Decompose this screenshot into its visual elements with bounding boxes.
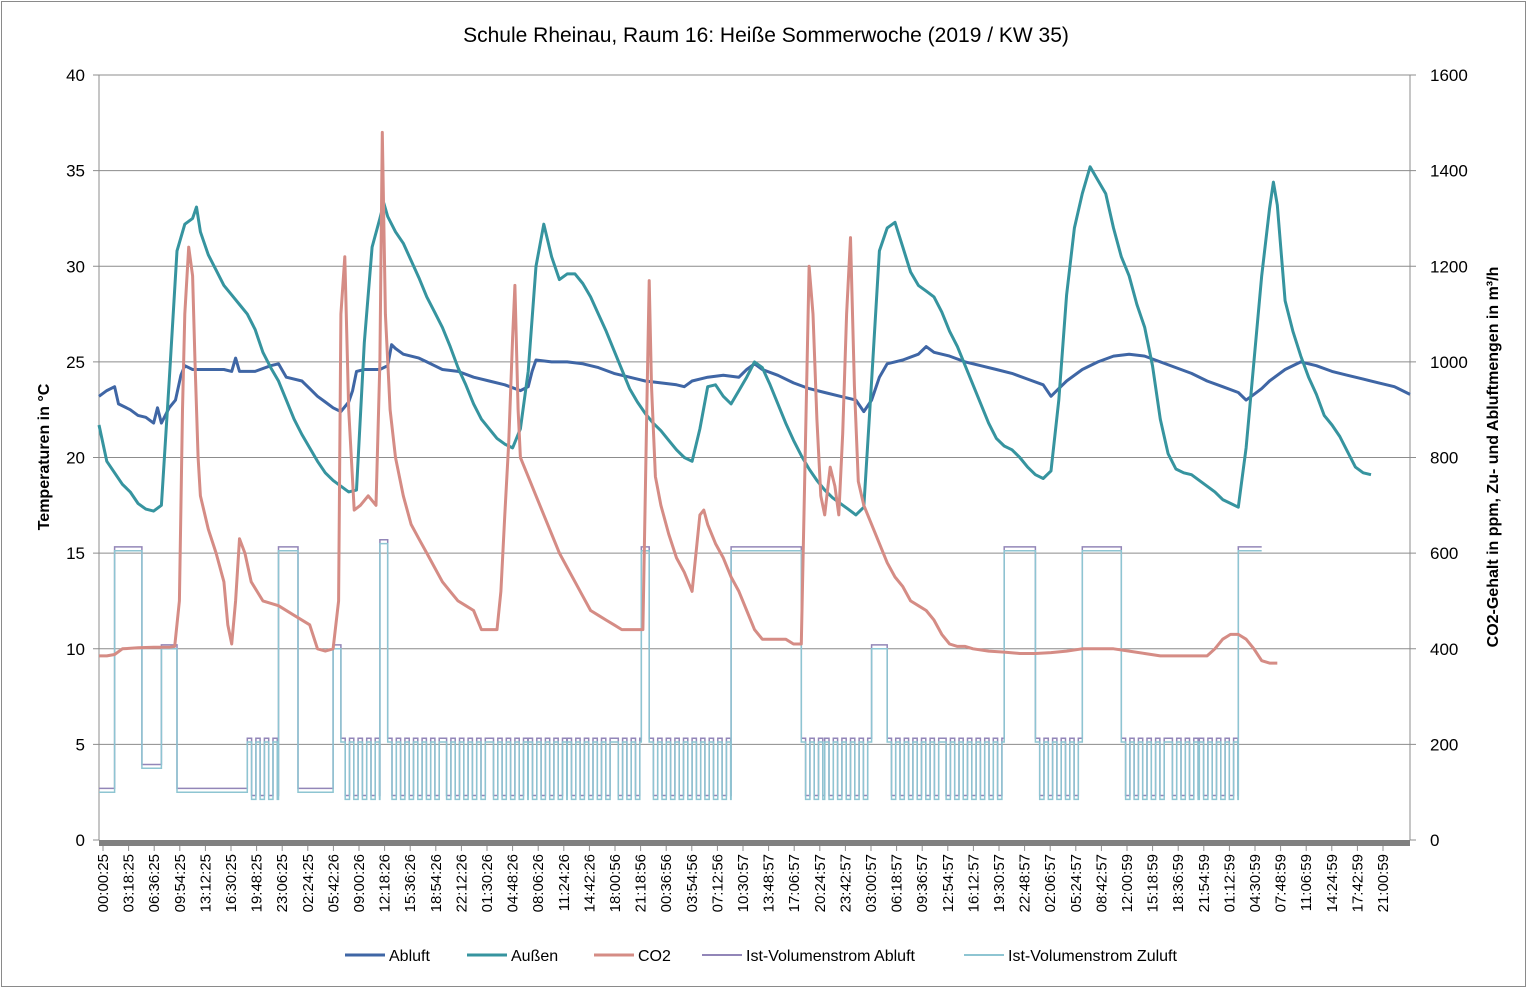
- y-tick-label-right: 0: [1430, 831, 1439, 850]
- y-tick-label-left: 0: [76, 831, 85, 850]
- x-tick-label: 22:12:26: [453, 854, 470, 912]
- x-tick-label: 01:30:26: [479, 854, 496, 912]
- x-tick-label: 19:30:57: [991, 854, 1008, 912]
- x-tick-label: 23:42:57: [837, 854, 854, 912]
- x-tick-label: 04:30:59: [1247, 854, 1264, 912]
- x-tick-label: 09:00:26: [351, 854, 368, 912]
- x-tick-label: 17:06:57: [786, 854, 803, 912]
- x-tick-label: 10:30:57: [735, 854, 752, 912]
- x-tick-label: 21:00:59: [1375, 854, 1392, 912]
- y-axis-right-ticks: 0 200 400 600 800 1000 1200 1400 1600: [1410, 66, 1468, 850]
- x-tick-label: 21:18:56: [633, 854, 650, 912]
- x-tick-label: 22:48:57: [1017, 854, 1034, 912]
- x-tick-label: 04:48:26: [505, 854, 522, 912]
- x-tick-label: 21:54:59: [1196, 854, 1213, 912]
- x-tick-label: 01:12:59: [1221, 854, 1238, 912]
- x-tick-label: 15:36:26: [402, 854, 419, 912]
- legend-label: Ist-Volumenstrom Zuluft: [1008, 948, 1178, 965]
- x-tick-label: 03:00:57: [863, 854, 880, 912]
- x-tick-label: 14:42:26: [581, 854, 598, 912]
- x-tick-label: 06:36:25: [146, 854, 163, 912]
- x-tick-label: 12:18:26: [377, 854, 394, 912]
- x-axis-ticks: 00:00:25 03:18:25 06:36:25 09:54:25 13:12:25…: [95, 846, 1392, 912]
- x-tick-label: 03:18:25: [121, 854, 138, 912]
- x-tick-label: 20:24:57: [812, 854, 829, 912]
- x-tick-label: 13:12:25: [197, 854, 214, 912]
- y-tick-label-left: 20: [66, 449, 85, 468]
- y-tick-label-left: 15: [66, 544, 85, 563]
- y-tick-label-right: 200: [1430, 735, 1458, 754]
- y-tick-label-left: 5: [76, 735, 85, 754]
- x-tick-label: 23:06:25: [274, 854, 291, 912]
- x-tick-label: 02:06:57: [1042, 854, 1059, 912]
- series-group: [97, 130, 1411, 801]
- chart-title: Schule Rheinau, Raum 16: Heiße Sommerwoc…: [463, 24, 1069, 47]
- x-tick-label: 07:12:56: [709, 854, 726, 912]
- y-tick-label-right: 1400: [1430, 162, 1468, 181]
- y-tick-label-left: 35: [66, 162, 85, 181]
- x-tick-label: 08:06:26: [530, 854, 547, 912]
- y-tick-label-right: 1600: [1430, 66, 1468, 85]
- x-tick-label: 09:54:25: [172, 854, 189, 912]
- grid: [98, 74, 1411, 840]
- y-tick-label-left: 10: [66, 640, 85, 659]
- x-tick-label: 16:12:57: [965, 854, 982, 912]
- y-tick-label-left: 25: [66, 353, 85, 372]
- x-tick-label: 14:24:59: [1324, 854, 1341, 912]
- x-tick-label: 05:24:57: [1068, 854, 1085, 912]
- x-tick-label: 11:06:59: [1298, 854, 1315, 911]
- legend-label: Abluft: [389, 948, 430, 965]
- x-tick-label: 05:42:26: [325, 854, 342, 912]
- y-axis-right-label: CO2-Gehalt in ppm, Zu- und Abluftmengen …: [1485, 267, 1502, 648]
- x-tick-label: 18:00:56: [607, 854, 624, 912]
- x-tick-label: 06:18:57: [889, 854, 906, 912]
- y-tick-label-right: 800: [1430, 449, 1458, 468]
- legend-label: CO2: [638, 948, 671, 965]
- series-line-co2: [99, 130, 1278, 665]
- y-tick-label-right: 1000: [1430, 353, 1468, 372]
- y-axis-left-label: Temperaturen in °C: [36, 383, 53, 530]
- series-line-ist-volumenstrom-zuluft: [99, 542, 1262, 801]
- x-tick-label: 08:42:57: [1093, 854, 1110, 912]
- x-tick-label: 18:36:59: [1170, 854, 1187, 912]
- x-tick-label: 17:42:59: [1349, 854, 1366, 912]
- x-tick-label: 16:30:25: [223, 854, 240, 912]
- x-tick-label: 19:48:25: [249, 854, 266, 912]
- x-tick-label: 11:24:26: [556, 854, 573, 911]
- series-line-aussen: [97, 165, 1372, 517]
- y-tick-label-left: 30: [66, 257, 85, 276]
- y-tick-label-right: 600: [1430, 544, 1458, 563]
- x-tick-label: 00:00:25: [95, 854, 112, 912]
- x-tick-label: 15:18:59: [1145, 854, 1162, 912]
- x-tick-label: 00:36:56: [658, 854, 675, 912]
- x-tick-label: 07:48:59: [1273, 854, 1290, 912]
- series-line-abluft: [98, 343, 1411, 425]
- x-tick-label: 18:54:26: [428, 854, 445, 912]
- legend-label: Ist-Volumenstrom Abluft: [746, 948, 916, 965]
- x-tick-label: 13:48:57: [761, 854, 778, 912]
- y-tick-label-left: 40: [66, 66, 85, 85]
- y-axis-left-ticks: 0 5 10 15 20 25 30 35 40: [66, 66, 99, 850]
- x-tick-label: 02:24:25: [300, 854, 317, 912]
- x-tick-label: 03:54:56: [684, 854, 701, 912]
- legend-label: Außen: [511, 948, 558, 965]
- y-tick-label-right: 1200: [1430, 257, 1468, 276]
- y-tick-label-right: 400: [1430, 640, 1458, 659]
- x-axis-bar: [99, 840, 1410, 846]
- legend: Abluft Außen CO2 Ist-Volumenstrom Abluft Ist…: [345, 948, 1178, 965]
- x-tick-label: 12:54:57: [940, 854, 957, 912]
- x-tick-label: 12:00:59: [1119, 854, 1136, 912]
- x-tick-label: 09:36:57: [914, 854, 931, 912]
